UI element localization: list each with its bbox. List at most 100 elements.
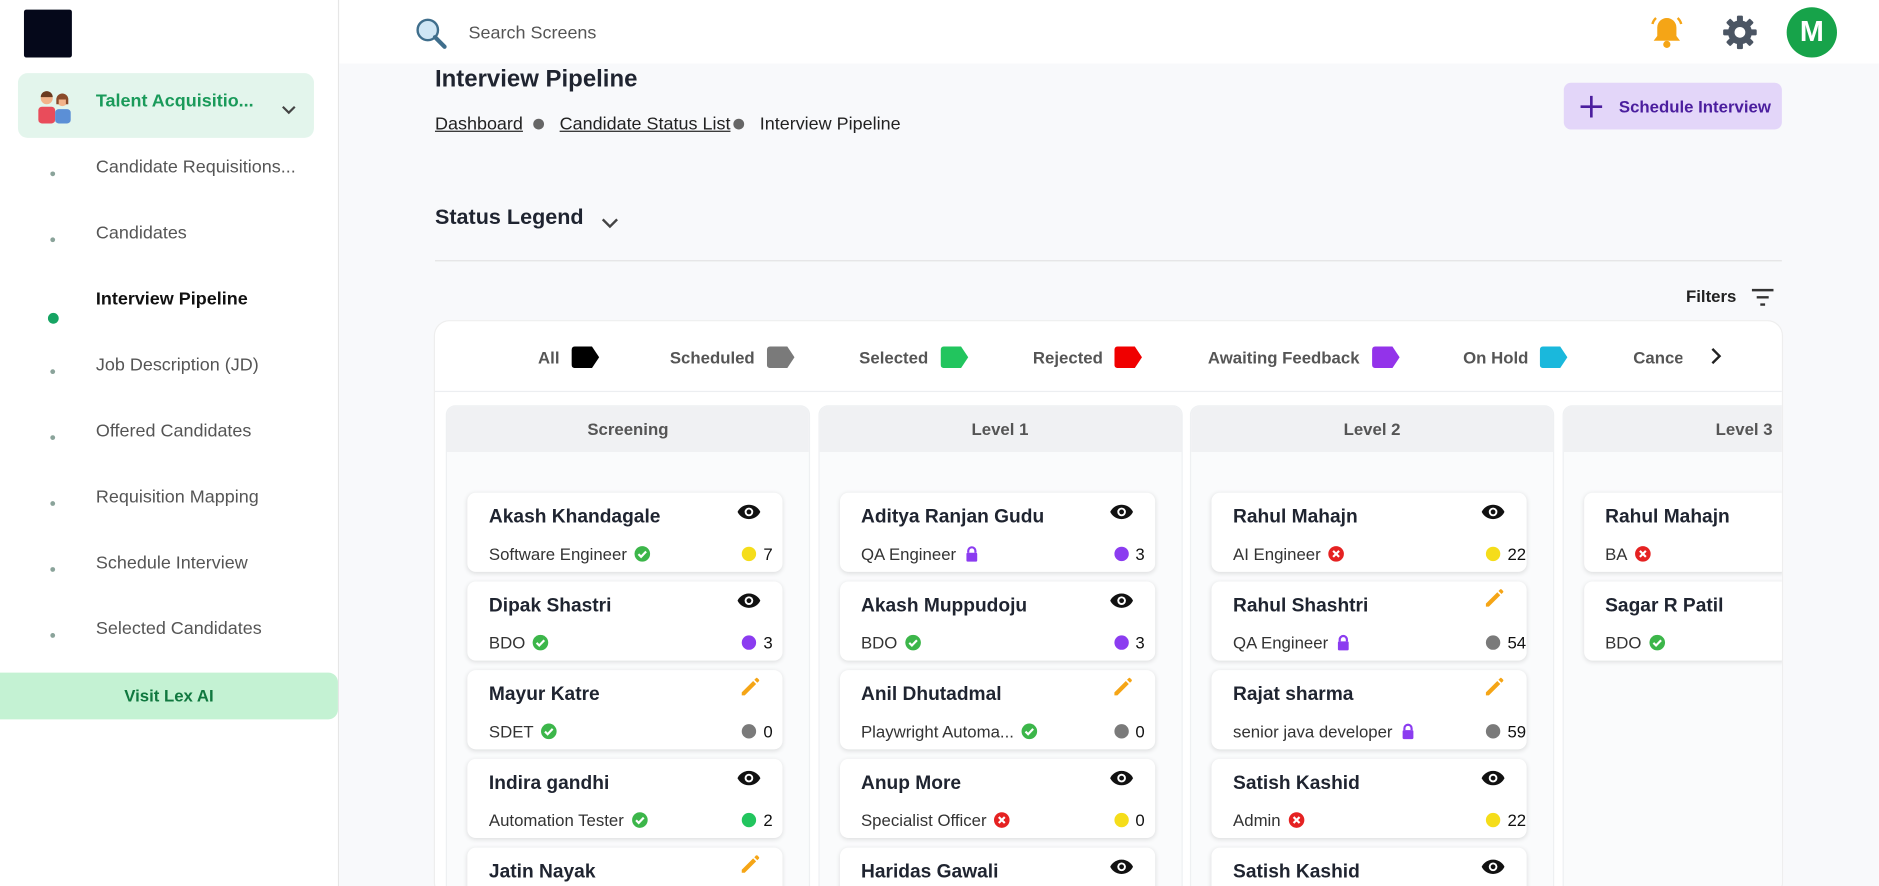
candidate-card[interactable]: Indira gandhi Automation Tester 2: [467, 758, 783, 839]
count-dot: [1485, 724, 1501, 739]
candidate-card[interactable]: Akash Muppudoju BDO 3: [839, 581, 1155, 661]
candidate-name: Jatin Nayak: [488, 862, 596, 883]
nav-item[interactable]: Requisition Mapping: [95, 486, 259, 508]
edit-button[interactable]: [739, 854, 761, 882]
candidate-card[interactable]: Akash Khandagale Software Engineer 7: [467, 492, 783, 572]
status-tag-shape: [1114, 346, 1143, 369]
status-legend-toggle[interactable]: Status Legend: [435, 204, 627, 233]
view-button[interactable]: [737, 770, 761, 793]
candidate-card[interactable]: Jatin Nayak: [467, 847, 783, 886]
nav-item[interactable]: Candidate Requisitions...: [95, 157, 296, 178]
status-icon: [1400, 723, 1417, 740]
status-icon: [963, 545, 980, 562]
nav-item[interactable]: Selected Candidates: [95, 618, 262, 640]
avatar[interactable]: M: [1786, 7, 1837, 58]
check-icon: [1649, 634, 1665, 651]
filters-button[interactable]: Filters: [1686, 285, 1777, 309]
filters-label: Filters: [1686, 286, 1737, 306]
column-header: Level 1: [819, 406, 1181, 452]
status-tab[interactable]: Selected: [859, 342, 969, 373]
gear: [1723, 15, 1757, 50]
eye-icon: [1109, 770, 1133, 786]
view-button[interactable]: [1109, 504, 1133, 527]
candidate-card[interactable]: Sagar R Patil BDO: [1583, 581, 1782, 661]
module-icon: [34, 88, 75, 132]
nav-dot: [50, 369, 56, 375]
filter-lines: [1751, 288, 1774, 306]
count-dot: [741, 546, 757, 562]
visit-button[interactable]: Visit Lex AI: [0, 672, 338, 720]
view-button[interactable]: [737, 504, 761, 527]
nav-item[interactable]: Candidates: [95, 222, 187, 244]
column-title: Screening: [587, 419, 669, 439]
candidate-name: Satish Kashid: [1233, 773, 1360, 794]
candidate-card[interactable]: Mayur Katre SDET 0: [467, 670, 783, 750]
role-text: senior java developer: [1233, 721, 1393, 741]
search-input[interactable]: Search Screens: [468, 22, 597, 44]
status-tab[interactable]: Awaiting Feedback: [1208, 342, 1400, 373]
candidate-card[interactable]: Rahul Mahajn BA: [1583, 492, 1782, 572]
candidate-role: BDO: [861, 633, 921, 652]
count: 0: [763, 721, 773, 741]
schedule-button[interactable]: Schedule Interview: [1563, 82, 1782, 130]
count: 3: [1135, 544, 1145, 564]
plus: [1580, 95, 1603, 118]
edit-button[interactable]: [739, 676, 761, 704]
nav-dot: [50, 435, 56, 440]
edit-button[interactable]: [1483, 676, 1505, 704]
count: 7: [763, 544, 773, 564]
cross-icon: [1328, 546, 1345, 562]
candidate-card[interactable]: Dipak Shastri BDO 3: [467, 581, 783, 661]
candidate-card[interactable]: Rahul Shashtri QA Engineer 54: [1211, 581, 1527, 661]
column-header: Screening: [446, 406, 809, 452]
status-tab[interactable]: On Hold: [1463, 342, 1569, 373]
view-button[interactable]: [1109, 770, 1133, 793]
breadcrumb[interactable]: Candidate Status List: [559, 113, 731, 135]
settings-icon: [1722, 14, 1758, 56]
candidate-name: Sagar R Patil: [1605, 595, 1724, 617]
check-icon: [905, 634, 921, 651]
count-dot: [1485, 635, 1501, 650]
status-tab[interactable]: Cance: [1633, 342, 1682, 373]
status-tag-shape: [766, 346, 795, 369]
candidate-card[interactable]: Satish Kashid Admin 22: [1211, 758, 1527, 839]
candidate-card[interactable]: Aditya Ranjan Gudu QA Engineer 3: [839, 492, 1155, 572]
view-button[interactable]: [1109, 592, 1133, 615]
candidate-card[interactable]: Satish Kashid: [1211, 847, 1527, 886]
chevron-down: [601, 218, 618, 229]
candidate-card[interactable]: Anil Dhutadmal Playwright Automa... 0: [839, 670, 1155, 750]
candidate-card[interactable]: Anup More Specialist Officer 0: [839, 758, 1155, 839]
candidate-name: Rahul Mahajn: [1605, 507, 1730, 528]
nav-item[interactable]: Schedule Interview: [95, 552, 248, 574]
view-button[interactable]: [1481, 504, 1505, 527]
status-icon: [994, 812, 1011, 829]
view-button[interactable]: [1109, 858, 1133, 881]
edit-button[interactable]: [1111, 676, 1133, 704]
edit-button[interactable]: [1483, 587, 1505, 615]
search-icon: [415, 17, 447, 55]
check-icon: [1021, 723, 1038, 740]
breadcrumb[interactable]: Dashboard: [434, 113, 523, 135]
status-tab[interactable]: All: [538, 342, 600, 373]
status-icon: [1649, 634, 1666, 651]
module-selector[interactable]: Talent Acquisitio...: [17, 73, 314, 138]
status-tab[interactable]: Scheduled: [670, 342, 796, 373]
edit-icon: [741, 677, 760, 696]
role-text: Playwright Automa...: [860, 721, 1014, 741]
eye-icon: [737, 504, 761, 520]
status-tab-label: Cance: [1633, 347, 1683, 367]
nav-item[interactable]: Interview Pipeline: [95, 288, 248, 310]
nav-item[interactable]: Offered Candidates: [95, 420, 252, 442]
view-button[interactable]: [1481, 858, 1505, 881]
view-button[interactable]: [1481, 770, 1505, 793]
candidate-card[interactable]: Rajat sharma senior java developer 59: [1211, 670, 1527, 750]
status-tag: [571, 346, 600, 369]
status-icon: [1635, 545, 1652, 562]
status-tab[interactable]: Rejected: [1033, 342, 1144, 373]
role-text: QA Engineer: [1233, 633, 1329, 653]
nav-item[interactable]: Job Description (JD): [95, 354, 259, 376]
candidate-card[interactable]: Rahul Mahajn AI Engineer 22: [1211, 492, 1527, 572]
candidate-card[interactable]: Haridas Gawali: [839, 847, 1155, 886]
view-button[interactable]: [737, 592, 761, 615]
tabs-next: [1709, 346, 1723, 371]
